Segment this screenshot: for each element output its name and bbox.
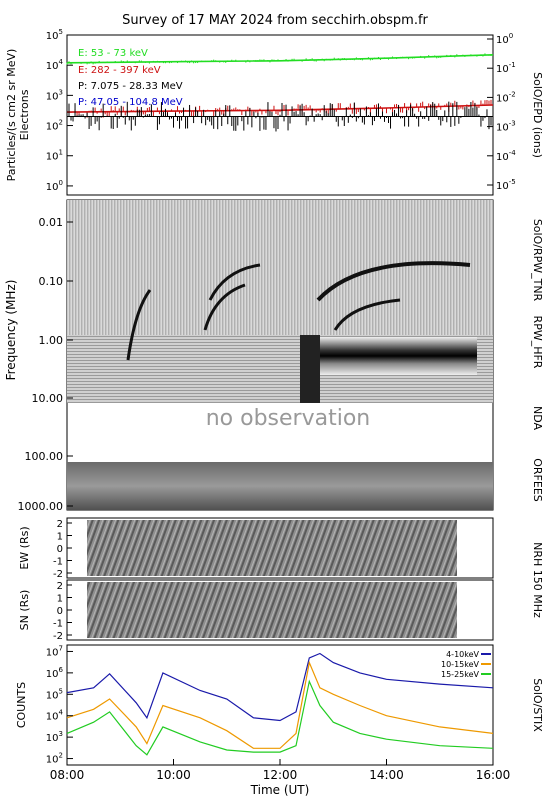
epd-series-line (66, 104, 494, 113)
epd-y-tick-label: 103 (46, 88, 63, 102)
type-iii-burst-4 (316, 261, 471, 302)
epd-y-ticks: 100 101 102 103 104 105 (46, 28, 73, 193)
epd-y2-tick-label: 10-3 (496, 120, 516, 134)
epd-right-label: SolO/EPD (ions) (531, 72, 544, 158)
hfr-dark-edge (300, 335, 320, 403)
epd-ylabel: Particles/(s cm2 sr MeV) (5, 49, 18, 182)
nda-label: NDA (531, 406, 544, 431)
stix-legend-label: 15-25keV (441, 670, 480, 679)
nrh-sn-panel: 210-1-2 SN (Rs) NRH 150 MHz (18, 542, 544, 642)
spectrogram-y-tick-label: 0.01 (39, 216, 64, 229)
nrh-y-tick-label: -1 (53, 619, 63, 630)
stix-right-label: SolO/STIX (531, 678, 544, 732)
stix-xlabel: Time (UT) (250, 783, 310, 797)
stix-y-tick-label: 106 (46, 666, 64, 680)
type-iii-burst-1 (126, 289, 152, 361)
tnr-label: SolO/RPW_TNR (531, 219, 544, 302)
epd-ylabel-2: Electrons (18, 89, 31, 140)
orfees-spectrum (67, 462, 493, 510)
spectrogram-y-tick-label: 0.10 (39, 275, 64, 288)
epd-y-tick-label: 101 (46, 149, 63, 163)
nrh-y-tick-label: 0 (57, 544, 63, 555)
stix-legend-label: 4-10keV (446, 650, 479, 659)
spectrogram-y-tick-label: 1000.00 (18, 500, 64, 513)
spectrogram-y-tick-label: 100.00 (25, 450, 64, 463)
spectrogram-panel: no observation 0.01 0.10 1.00 10.00 100.00 10… (4, 199, 544, 513)
epd-series-noise (66, 101, 492, 132)
stix-y-tick-label: 103 (46, 730, 63, 744)
nrh-y-tick-label: 0 (57, 606, 63, 617)
stix-y-tick-label: 102 (46, 752, 63, 766)
nrh-ew-image (87, 520, 457, 576)
nrh-sn-y-ticks: 2 10 -1-2 (53, 581, 72, 642)
stix-y-ticks: 102 103 104 105 106 107 (46, 644, 73, 766)
stix-x-tick-label: 12:00 (263, 768, 298, 782)
tnr-spectrum (67, 200, 493, 335)
nrh-y-tick-label: 1 (57, 532, 63, 543)
epd-y2-tick-label: 100 (496, 32, 513, 46)
stix-y-tick-label: 107 (46, 644, 63, 658)
figure-title: Survey of 17 MAY 2024 from secchirh.obsp… (122, 13, 428, 28)
epd-legend-4: P: 47.05 - 104.8 MeV (78, 97, 183, 108)
nrh-ew-ylabel: EW (Rs) (18, 526, 31, 569)
stix-x-ticks: 08:00 10:00 12:00 14:00 16:00 (50, 759, 511, 782)
stix-legend-label: 10-15keV (441, 660, 480, 669)
stix-y-tick-label: 104 (46, 709, 64, 723)
nrh-y-tick-label: 2 (57, 581, 63, 592)
nrh-ew-y-ticks: 2 10 -1-2 (53, 519, 72, 580)
epd-legend-3: P: 7.075 - 28.33 MeV (78, 81, 183, 92)
no-observation-annotation: no observation (206, 406, 371, 431)
stix-series (66, 652, 494, 756)
nrh-y-tick-label: -2 (53, 569, 63, 580)
epd-y2-tick-label: 10-1 (496, 61, 516, 75)
stix-series-line (66, 660, 494, 749)
type-iii-burst-5 (333, 298, 401, 331)
hfr-dark-block (320, 337, 477, 375)
epd-legend-2: E: 282 - 397 keV (78, 65, 161, 76)
epd-y-tick-label: 105 (46, 28, 63, 42)
epd-series (66, 53, 494, 132)
nrh-y-tick-label: -1 (53, 557, 63, 568)
epd-y-tick-label: 100 (46, 179, 63, 193)
nrh-sn-image (87, 582, 457, 638)
stix-x-tick-label: 10:00 (156, 768, 191, 782)
hfr-label: RPW_HFR (531, 316, 544, 369)
epd-legend-1: E: 53 - 73 keV (78, 48, 148, 59)
spectrogram-ylabel: Frequency (MHz) (4, 280, 18, 381)
stix-panel: 102 103 104 105 106 107 08:00 10:00 12:00 14:00 1… (15, 644, 544, 797)
nrh-ew-panel: 2 10 -1-2 EW (Rs) (18, 517, 494, 580)
stix-x-tick-label: 08:00 (50, 768, 85, 782)
nrh-right-label: NRH 150 MHz (531, 542, 544, 618)
epd-y2-tick-label: 10-2 (496, 90, 516, 104)
epd-y2-ticks: 10-5 10-4 10-3 10-2 10-1 100 (487, 32, 516, 192)
epd-series-noise (66, 53, 492, 65)
spectrogram-y-ticks: 0.01 0.10 1.00 10.00 100.00 1000.00 (18, 216, 73, 513)
type-iii-burst-3 (208, 263, 261, 301)
nrh-y-tick-label: 1 (57, 594, 63, 605)
epd-y-tick-label: 104 (46, 58, 64, 72)
stix-x-tick-label: 16:00 (476, 768, 511, 782)
nrh-y-tick-label: 2 (57, 519, 63, 530)
spectrogram-y-tick-label: 10.00 (32, 392, 64, 405)
orfees-label: ORFEES (531, 458, 544, 502)
nrh-y-tick-label: -2 (53, 631, 63, 642)
spectrogram-y-tick-label: 1.00 (39, 334, 64, 347)
stix-x-tick-label: 14:00 (369, 768, 404, 782)
stix-y-tick-label: 105 (46, 687, 63, 701)
type-iii-burst-2 (203, 283, 246, 331)
epd-y-tick-label: 102 (46, 119, 63, 133)
stix-ylabel: COUNTS (15, 682, 28, 728)
epd-y2-tick-label: 10-4 (496, 149, 516, 163)
stix-series-line (66, 652, 494, 722)
nrh-sn-ylabel: SN (Rs) (18, 590, 31, 631)
epd-y2-tick-label: 10-5 (496, 178, 516, 192)
stix-series-line (66, 679, 494, 756)
